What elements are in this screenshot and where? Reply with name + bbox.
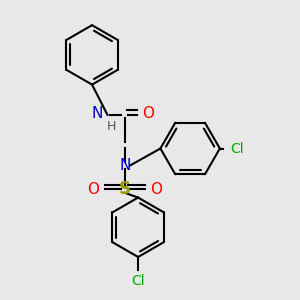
- Text: O: O: [88, 182, 100, 197]
- Text: Cl: Cl: [230, 142, 244, 155]
- Text: N: N: [119, 158, 130, 173]
- Text: H: H: [106, 120, 116, 133]
- Text: O: O: [142, 106, 154, 121]
- Text: Cl: Cl: [131, 274, 145, 288]
- Text: S: S: [119, 180, 131, 198]
- Text: O: O: [150, 182, 162, 197]
- Text: N: N: [91, 106, 102, 121]
